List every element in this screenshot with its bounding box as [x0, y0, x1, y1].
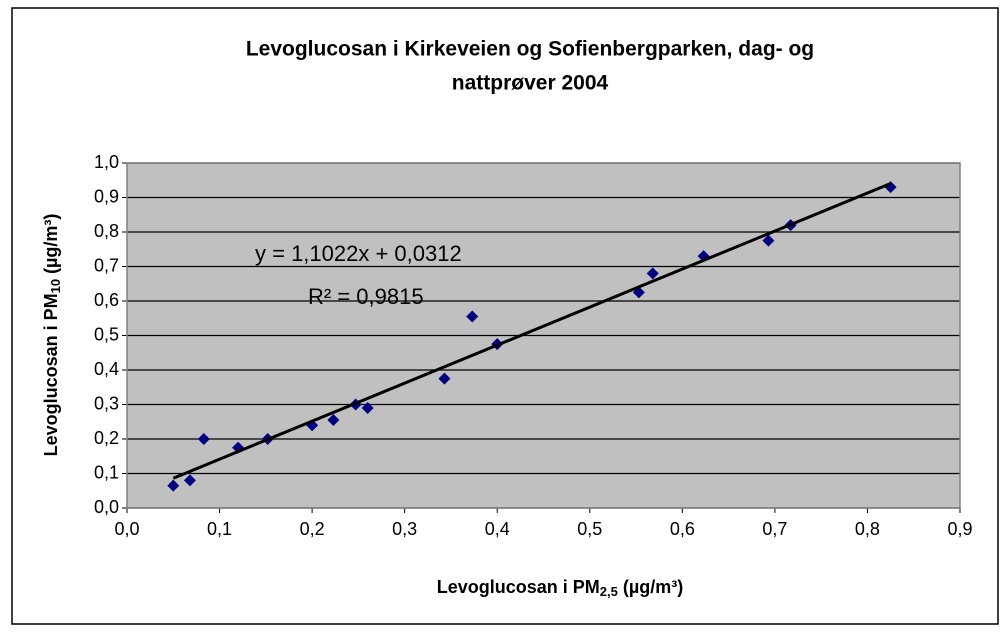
x-axis-label-sub: 2,5	[600, 584, 618, 599]
x-tick-label: 0,9	[947, 519, 972, 539]
y-tick-label: 0,9	[94, 186, 119, 206]
x-tick-label: 0,7	[762, 519, 787, 539]
x-axis-label-unit: (µg/m³)	[618, 577, 683, 597]
y-tick-label: 0,8	[94, 221, 119, 241]
y-axis-label-text: Levoglucosan i PM	[41, 293, 61, 456]
plot-border	[126, 162, 961, 509]
data-point	[646, 267, 659, 280]
y-tick-label: 0,2	[94, 428, 119, 448]
x-tick-label: 0,8	[855, 519, 880, 539]
r-squared: R² = 0,9815	[308, 284, 424, 309]
data-point	[167, 479, 180, 492]
y-axis-label-sub: 10	[48, 279, 63, 293]
y-tick-label: 0,6	[94, 290, 119, 310]
chart-title: nattprøver 2004	[452, 72, 609, 95]
y-axis-label-unit: (µg/m³)	[41, 214, 61, 279]
data-point	[197, 433, 210, 445]
x-axis-label-text: Levoglucosan i PM	[437, 577, 600, 597]
x-tick-label: 0,6	[670, 519, 695, 539]
data-point	[762, 234, 775, 247]
x-axis-label: Levoglucosan i PM2,5 (µg/m³)	[437, 577, 683, 600]
y-tick-label: 0,3	[94, 393, 119, 413]
y-tick-label: 1,0	[94, 152, 119, 172]
x-tick-label: 0,4	[485, 519, 510, 539]
data-point	[466, 310, 479, 323]
y-axis-label: Levoglucosan i PM10 (µg/m³)	[41, 214, 64, 457]
data-point	[327, 414, 340, 427]
y-tick-label: 0,0	[94, 497, 119, 517]
y-tick-label: 0,7	[94, 255, 119, 275]
data-point	[438, 372, 451, 385]
x-tick-label: 0,1	[207, 519, 232, 539]
y-tick-label: 0,4	[94, 359, 119, 379]
data-point	[361, 401, 374, 414]
chart-title: Levoglucosan i Kirkeveien og Sofienbergp…	[246, 38, 814, 61]
x-tick-label: 0,3	[392, 519, 417, 539]
trendline	[172, 182, 892, 480]
x-tick-label: 0,0	[114, 519, 139, 539]
x-tick-label: 0,2	[300, 519, 325, 539]
y-tick-label: 0,1	[94, 462, 119, 482]
y-tick-label: 0,5	[94, 324, 119, 344]
data-point	[183, 474, 196, 487]
trendline-equation: y = 1,1022x + 0,0312	[255, 241, 462, 266]
x-tick-label: 0,5	[577, 519, 602, 539]
